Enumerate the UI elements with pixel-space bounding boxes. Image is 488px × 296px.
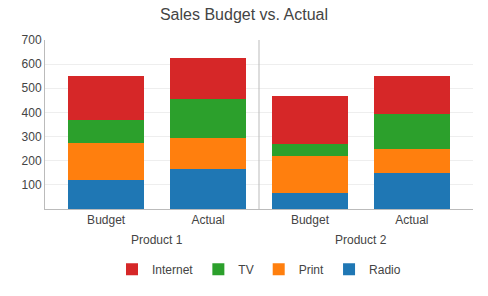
svg-text:TV: TV: [238, 263, 253, 277]
svg-text:500: 500: [22, 81, 42, 95]
svg-text:Sales Budget vs. Actual: Sales Budget vs. Actual: [160, 6, 328, 23]
svg-text:200: 200: [22, 154, 42, 168]
svg-text:400: 400: [22, 106, 42, 120]
svg-text:Product 2: Product 2: [335, 233, 387, 247]
svg-text:Actual: Actual: [191, 213, 224, 227]
svg-text:Actual: Actual: [395, 213, 428, 227]
svg-text:Print: Print: [299, 263, 324, 277]
svg-text:100: 100: [22, 178, 42, 192]
svg-text:Product 1: Product 1: [131, 233, 183, 247]
svg-text:300: 300: [22, 130, 42, 144]
svg-text:Radio: Radio: [369, 263, 401, 277]
svg-text:600: 600: [22, 57, 42, 71]
svg-text:Internet: Internet: [152, 263, 193, 277]
svg-text:Budget: Budget: [291, 213, 330, 227]
svg-text:Budget: Budget: [87, 213, 126, 227]
svg-text:700: 700: [22, 33, 42, 47]
